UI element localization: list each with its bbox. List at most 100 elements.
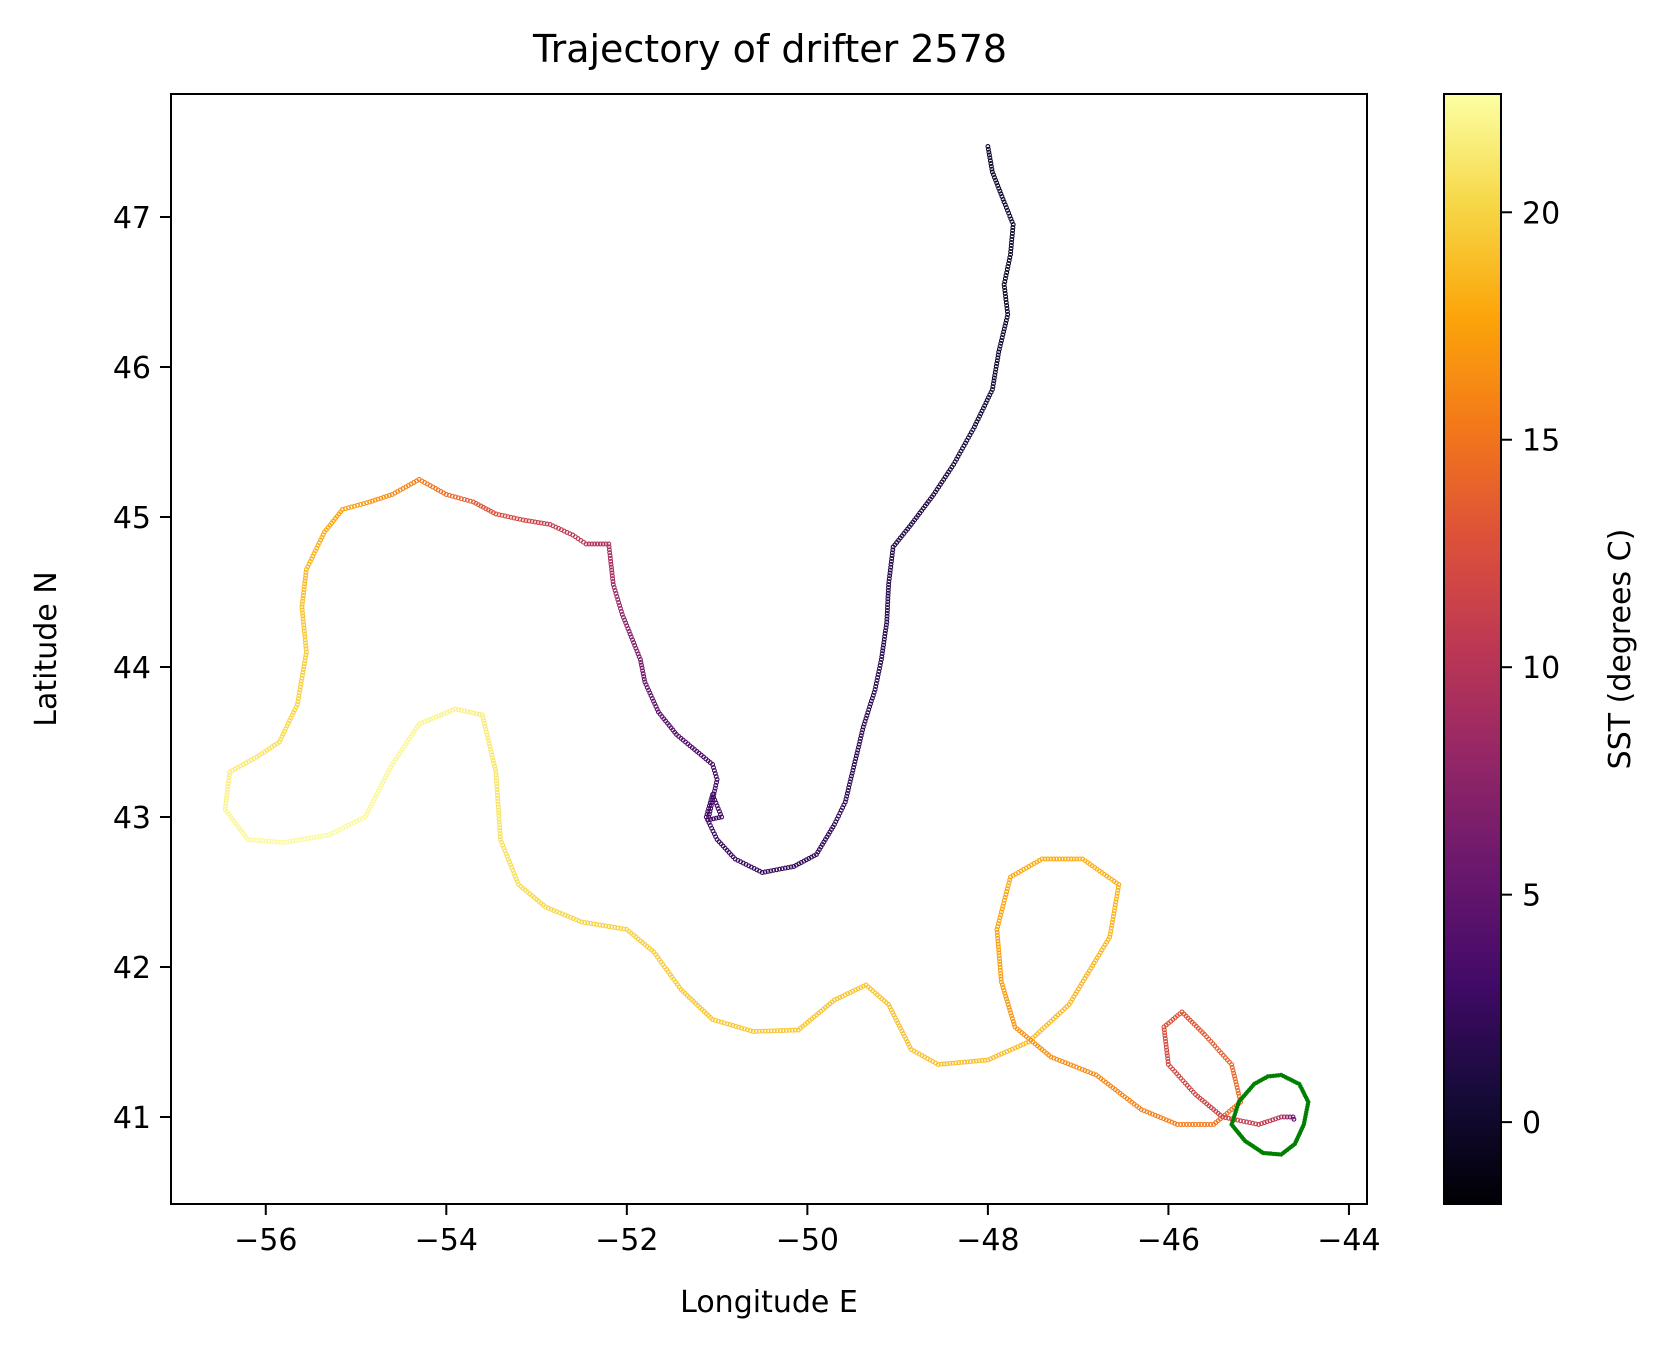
trajectory-point [1109, 922, 1115, 928]
trajectory-point [486, 741, 492, 746]
trajectory-point [582, 920, 588, 925]
trajectory-point [1169, 1119, 1175, 1125]
trajectory-point [879, 654, 885, 660]
trajectory-point [730, 1023, 736, 1028]
trajectory-point [641, 673, 647, 679]
trajectory-point [1001, 987, 1007, 993]
trajectory-point [497, 825, 503, 831]
trajectory-point [1193, 1122, 1198, 1127]
trajectory-point [886, 584, 891, 590]
trajectory-point [349, 504, 354, 510]
trajectory-point [1000, 332, 1006, 338]
trajectory-point [1231, 1073, 1237, 1079]
trajectory-point [884, 613, 890, 619]
trajectory-point [998, 909, 1004, 915]
trajectory-point [300, 610, 305, 616]
trajectory-point [851, 764, 857, 770]
trajectory-point [1114, 893, 1120, 899]
trajectory-point [1062, 856, 1068, 862]
trajectory-point [1068, 856, 1074, 862]
trajectory-point [889, 553, 895, 559]
trajectory-point [768, 1028, 774, 1034]
trajectory-point [996, 185, 1002, 191]
trajectory-point [226, 775, 232, 781]
trajectory-point [436, 713, 442, 719]
colorbar-tick-label: 15 [1522, 424, 1560, 459]
trajectory-point [495, 804, 501, 810]
trajectory-point [557, 910, 562, 916]
trajectory-point [887, 570, 893, 576]
colorbar-label: SST (degrees C) [1603, 529, 1638, 770]
x-tick-label: −48 [956, 1223, 1019, 1258]
trajectory-point [1267, 1118, 1273, 1124]
trajectory-point [299, 672, 305, 678]
trajectory-point [603, 923, 609, 929]
trajectory-point [498, 837, 503, 842]
trajectory-point [281, 840, 287, 845]
trajectory-point [490, 758, 496, 764]
trajectory-point [747, 1028, 753, 1034]
trajectory-point [300, 669, 306, 675]
trajectory-point [251, 837, 257, 843]
trajectory-point [1051, 856, 1057, 862]
trajectory-point [886, 579, 892, 585]
trajectory-point [1076, 1065, 1082, 1071]
trajectory-point [308, 835, 314, 841]
trajectory-point [739, 1025, 745, 1031]
trajectory-point [970, 1058, 976, 1064]
trajectory-point [641, 676, 647, 682]
trajectory-point [1107, 931, 1113, 937]
trajectory-point [885, 596, 891, 602]
trajectory-point [507, 859, 512, 865]
trajectory-point [302, 634, 308, 640]
trajectory-point [862, 718, 868, 724]
trajectory-point [875, 672, 881, 677]
trajectory-point [853, 756, 859, 762]
trajectory-point [495, 801, 501, 807]
trajectory-point [502, 513, 508, 519]
trajectory-point [878, 660, 884, 665]
trajectory-point [1165, 1056, 1171, 1062]
trajectory-point [375, 496, 381, 502]
trajectory-point [303, 567, 309, 572]
trajectory-point [505, 856, 511, 862]
trajectory-point [997, 964, 1003, 970]
trajectory-point [317, 834, 323, 839]
trajectory-point [223, 801, 229, 807]
trajectory-point [885, 605, 890, 611]
trajectory-point [712, 771, 718, 776]
trajectory-point [1003, 205, 1009, 211]
trajectory-point [1059, 856, 1065, 862]
y-axis-ticks: 41 42 43 44 45 46 47 [113, 201, 171, 1136]
trajectory-point [494, 787, 500, 793]
trajectory-point [520, 517, 526, 523]
trajectory-point [389, 492, 395, 497]
trajectory-point [301, 622, 307, 628]
trajectory-point [992, 372, 998, 378]
trajectory-point [996, 346, 1002, 352]
trajectory-point [997, 967, 1003, 973]
trajectory-point [367, 499, 373, 505]
trajectory-point [295, 696, 301, 702]
trajectory-point [887, 573, 893, 579]
trajectory-point [889, 556, 895, 561]
trajectory-point [1008, 246, 1014, 251]
trajectory-point [303, 569, 309, 575]
trajectory-point [1244, 1119, 1250, 1125]
trajectory-point [311, 835, 317, 840]
trajectory-point [1009, 231, 1015, 236]
trajectory-point [762, 1028, 768, 1034]
trajectory-point [1281, 1114, 1287, 1120]
trajectory-point [514, 516, 520, 522]
trajectory-point [603, 541, 609, 547]
trajectory-point [301, 625, 307, 631]
trajectory-point [511, 515, 517, 521]
trajectory-point [1002, 990, 1008, 996]
trajectory-point [1004, 996, 1009, 1002]
trajectory-marks [222, 144, 1297, 1127]
trajectory-point [269, 839, 275, 844]
x-axis-label: Longitude E [680, 1285, 858, 1320]
trajectory-point [733, 1023, 739, 1029]
trajectory-point [727, 1022, 733, 1028]
trajectory-point [995, 355, 1001, 361]
